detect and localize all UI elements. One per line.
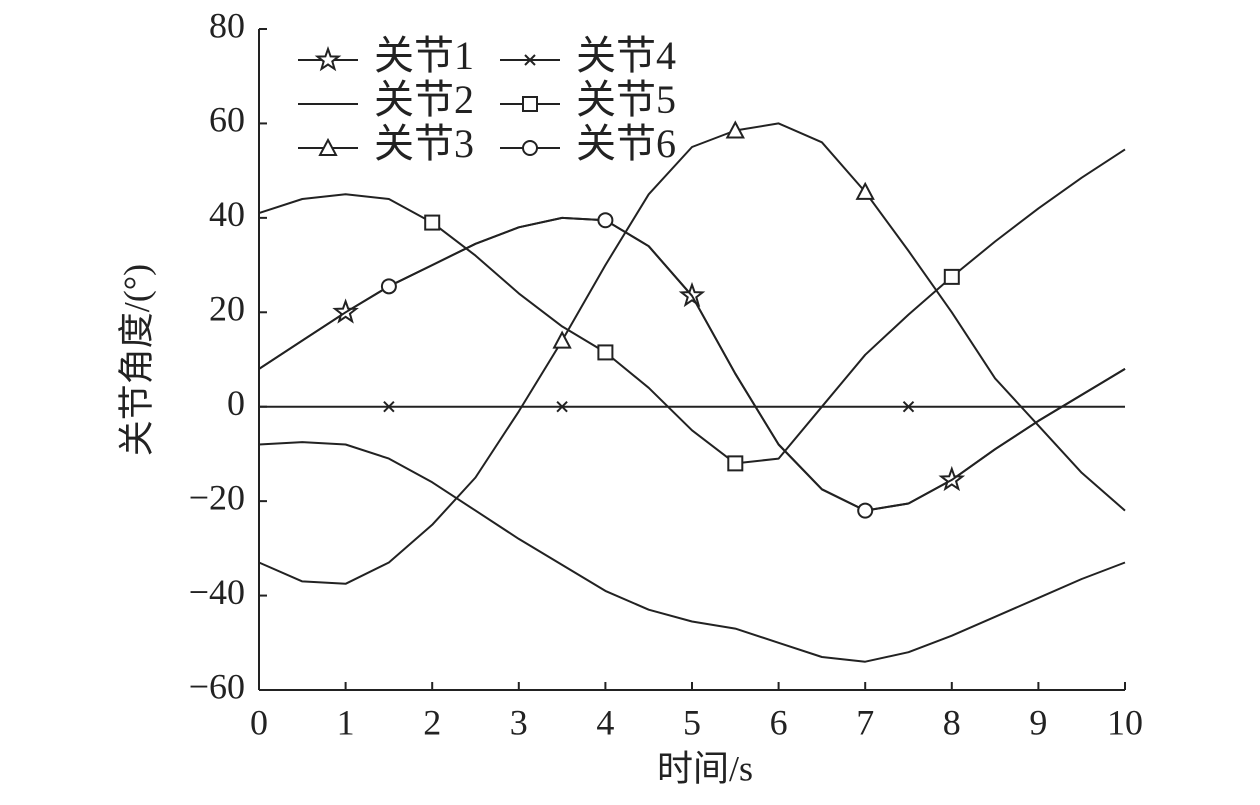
x-tick-label: 8 <box>943 702 961 742</box>
legend-marker <box>314 45 342 72</box>
legend-label: 关节4 <box>576 33 676 78</box>
x-tick-label: 7 <box>856 702 874 742</box>
marker <box>857 502 874 519</box>
y-axis-label: 关节角度/(°) <box>116 264 156 456</box>
legend-label: 关节1 <box>374 33 474 78</box>
y-tick-label: 0 <box>227 383 245 423</box>
marker <box>855 181 875 200</box>
x-tick-label: 3 <box>510 702 528 742</box>
x-tick-label: 10 <box>1107 702 1143 742</box>
y-tick-label: 60 <box>209 100 245 140</box>
legend-marker <box>522 96 538 112</box>
marker <box>556 401 568 413</box>
legend-marker <box>524 54 536 66</box>
x-tick-label: 4 <box>596 702 614 742</box>
legend-label: 关节2 <box>374 77 474 122</box>
y-tick-label: 40 <box>209 194 245 234</box>
legend-label: 关节3 <box>374 121 474 166</box>
series-line <box>258 148 1126 465</box>
legend-marker <box>522 140 538 156</box>
legend-marker <box>318 137 338 156</box>
x-tick-label: 0 <box>250 702 268 742</box>
marker <box>727 455 744 472</box>
series-line <box>258 441 1126 663</box>
x-axis-label: 时间/s <box>657 748 753 788</box>
marker <box>725 120 745 139</box>
y-tick-label: −60 <box>189 666 245 706</box>
marker <box>597 212 614 229</box>
x-tick-label: 5 <box>683 702 701 742</box>
y-tick-label: 80 <box>209 5 245 45</box>
marker <box>902 401 915 413</box>
y-tick-label: −20 <box>189 477 245 517</box>
series-line <box>258 122 1126 585</box>
y-tick-label: 20 <box>209 289 245 329</box>
x-tick-label: 1 <box>337 702 355 742</box>
series-line <box>258 216 1126 512</box>
marker <box>552 330 572 349</box>
y-tick-label: −40 <box>189 572 245 612</box>
marker <box>380 278 397 295</box>
x-tick-label: 2 <box>423 702 441 742</box>
series-line <box>258 216 1126 512</box>
marker <box>383 401 395 413</box>
x-tick-label: 9 <box>1029 702 1047 742</box>
legend-label: 关节5 <box>576 77 676 122</box>
marker <box>943 268 960 285</box>
marker <box>424 214 441 231</box>
marker <box>597 344 614 361</box>
x-tick-label: 6 <box>770 702 788 742</box>
legend-label: 关节6 <box>576 121 676 166</box>
